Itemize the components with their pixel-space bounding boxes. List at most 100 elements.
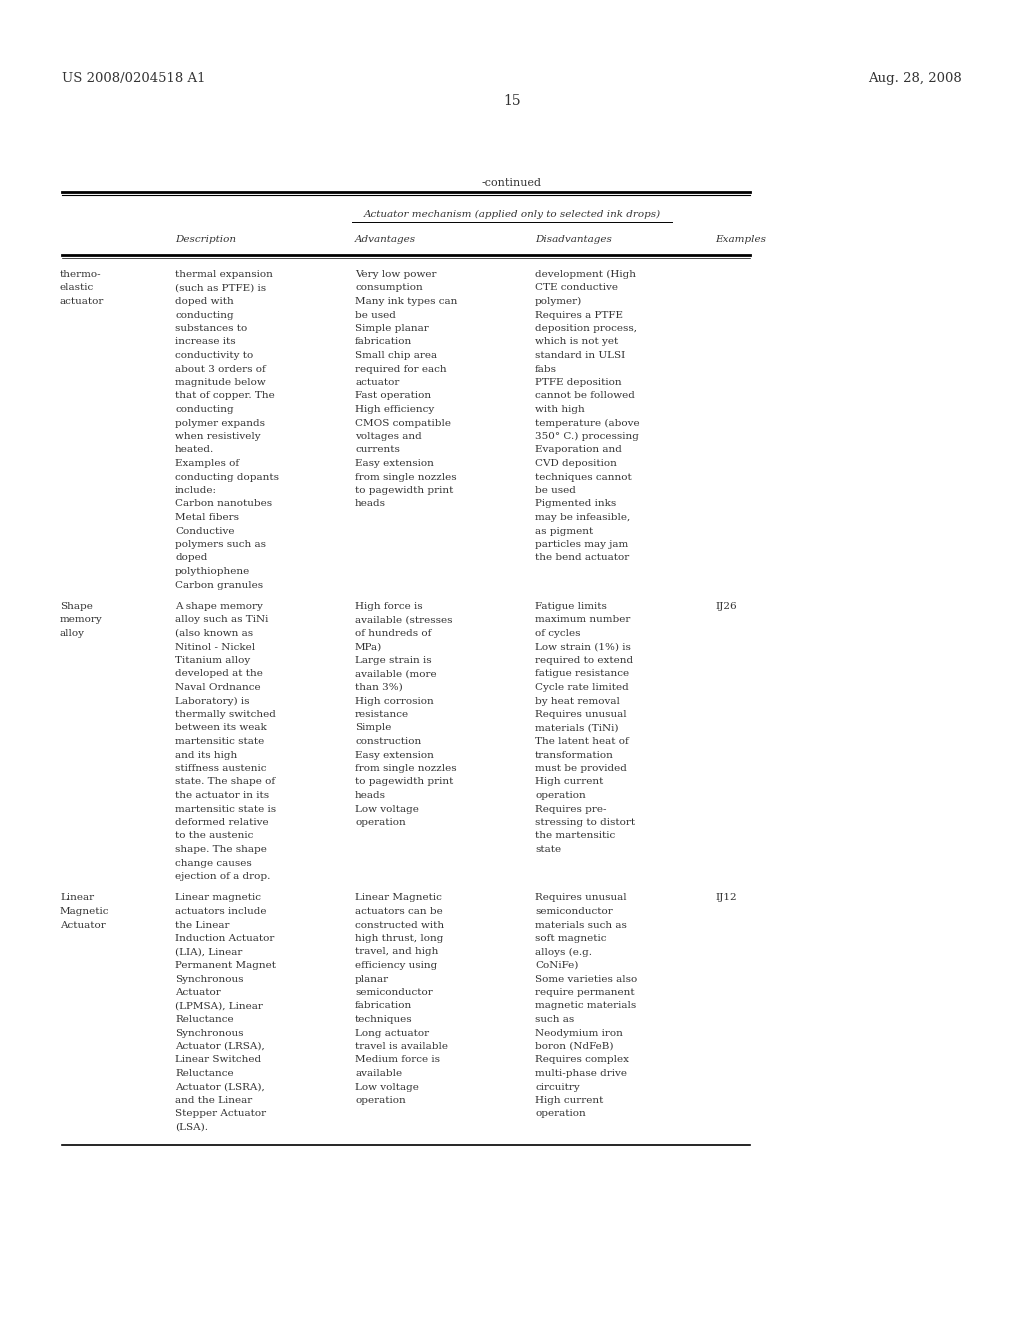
Text: available (stresses: available (stresses — [355, 615, 453, 624]
Text: MPa): MPa) — [355, 643, 382, 652]
Text: Low voltage: Low voltage — [355, 1082, 419, 1092]
Text: US 2008/0204518 A1: US 2008/0204518 A1 — [62, 73, 206, 84]
Text: the Linear: the Linear — [175, 920, 229, 929]
Text: Simple planar: Simple planar — [355, 323, 429, 333]
Text: heads: heads — [355, 791, 386, 800]
Text: semiconductor: semiconductor — [355, 987, 433, 997]
Text: development (High: development (High — [535, 271, 636, 279]
Text: conducting dopants: conducting dopants — [175, 473, 279, 482]
Text: Advantages: Advantages — [355, 235, 416, 244]
Text: actuator: actuator — [60, 297, 104, 306]
Text: IJ26: IJ26 — [715, 602, 736, 611]
Text: Very low power: Very low power — [355, 271, 436, 279]
Text: (also known as: (also known as — [175, 630, 253, 638]
Text: fabrication: fabrication — [355, 338, 413, 346]
Text: require permanent: require permanent — [535, 987, 635, 997]
Text: polythiophene: polythiophene — [175, 568, 250, 576]
Text: operation: operation — [535, 1110, 586, 1118]
Text: Disadvantages: Disadvantages — [535, 235, 612, 244]
Text: fatigue resistance: fatigue resistance — [535, 669, 629, 678]
Text: magnitude below: magnitude below — [175, 378, 266, 387]
Text: Synchronous: Synchronous — [175, 1028, 244, 1038]
Text: Description: Description — [175, 235, 236, 244]
Text: stiffness austenic: stiffness austenic — [175, 764, 266, 774]
Text: High efficiency: High efficiency — [355, 405, 434, 414]
Text: thermo-: thermo- — [60, 271, 101, 279]
Text: -continued: -continued — [482, 178, 542, 187]
Text: change causes: change causes — [175, 858, 252, 867]
Text: be used: be used — [535, 486, 575, 495]
Text: developed at the: developed at the — [175, 669, 263, 678]
Text: Aug. 28, 2008: Aug. 28, 2008 — [868, 73, 962, 84]
Text: doped with: doped with — [175, 297, 233, 306]
Text: Evaporation and: Evaporation and — [535, 446, 622, 454]
Text: travel, and high: travel, and high — [355, 948, 438, 957]
Text: to pagewidth print: to pagewidth print — [355, 486, 454, 495]
Text: Actuator (LRSA),: Actuator (LRSA), — [175, 1041, 265, 1051]
Text: martensitic state is: martensitic state is — [175, 804, 276, 813]
Text: required for each: required for each — [355, 364, 446, 374]
Text: Cycle rate limited: Cycle rate limited — [535, 682, 629, 692]
Text: that of copper. The: that of copper. The — [175, 392, 274, 400]
Text: memory: memory — [60, 615, 102, 624]
Text: substances to: substances to — [175, 323, 247, 333]
Text: Examples: Examples — [715, 235, 766, 244]
Text: Pigmented inks: Pigmented inks — [535, 499, 616, 508]
Text: constructed with: constructed with — [355, 920, 444, 929]
Text: PTFE deposition: PTFE deposition — [535, 378, 622, 387]
Text: stressing to distort: stressing to distort — [535, 818, 635, 828]
Text: operation: operation — [355, 1096, 406, 1105]
Text: Reluctance: Reluctance — [175, 1015, 233, 1024]
Text: CMOS compatible: CMOS compatible — [355, 418, 451, 428]
Text: deposition process,: deposition process, — [535, 323, 637, 333]
Text: circuitry: circuitry — [535, 1082, 580, 1092]
Text: Requires unusual: Requires unusual — [535, 710, 627, 719]
Text: the martensitic: the martensitic — [535, 832, 615, 841]
Text: Requires unusual: Requires unusual — [535, 894, 627, 903]
Text: conducting: conducting — [175, 310, 233, 319]
Text: Naval Ordnance: Naval Ordnance — [175, 682, 261, 692]
Text: be used: be used — [355, 310, 396, 319]
Text: include:: include: — [175, 486, 217, 495]
Text: Examples of: Examples of — [175, 459, 240, 469]
Text: maximum number: maximum number — [535, 615, 631, 624]
Text: by heat removal: by heat removal — [535, 697, 620, 705]
Text: from single nozzles: from single nozzles — [355, 473, 457, 482]
Text: Low voltage: Low voltage — [355, 804, 419, 813]
Text: actuators can be: actuators can be — [355, 907, 442, 916]
Text: thermally switched: thermally switched — [175, 710, 275, 719]
Text: consumption: consumption — [355, 284, 423, 293]
Text: Requires pre-: Requires pre- — [535, 804, 606, 813]
Text: polymer): polymer) — [535, 297, 583, 306]
Text: Shape: Shape — [60, 602, 93, 611]
Text: planar: planar — [355, 974, 389, 983]
Text: Actuator (LSRA),: Actuator (LSRA), — [175, 1082, 265, 1092]
Text: when resistively: when resistively — [175, 432, 261, 441]
Text: CVD deposition: CVD deposition — [535, 459, 616, 469]
Text: Nitinol - Nickel: Nitinol - Nickel — [175, 643, 255, 652]
Text: construction: construction — [355, 737, 421, 746]
Text: of cycles: of cycles — [535, 630, 581, 638]
Text: Permanent Magnet: Permanent Magnet — [175, 961, 276, 970]
Text: (LIA), Linear: (LIA), Linear — [175, 948, 243, 957]
Text: between its weak: between its weak — [175, 723, 266, 733]
Text: efficiency using: efficiency using — [355, 961, 437, 970]
Text: Simple: Simple — [355, 723, 391, 733]
Text: (such as PTFE) is: (such as PTFE) is — [175, 284, 266, 293]
Text: the actuator in its: the actuator in its — [175, 791, 269, 800]
Text: shape. The shape: shape. The shape — [175, 845, 267, 854]
Text: Fast operation: Fast operation — [355, 392, 431, 400]
Text: (LPMSA), Linear: (LPMSA), Linear — [175, 1002, 263, 1011]
Text: boron (NdFeB): boron (NdFeB) — [535, 1041, 613, 1051]
Text: resistance: resistance — [355, 710, 410, 719]
Text: available (more: available (more — [355, 669, 436, 678]
Text: Carbon granules: Carbon granules — [175, 581, 263, 590]
Text: travel is available: travel is available — [355, 1041, 449, 1051]
Text: Induction Actuator: Induction Actuator — [175, 935, 274, 942]
Text: Stepper Actuator: Stepper Actuator — [175, 1110, 266, 1118]
Text: High force is: High force is — [355, 602, 423, 611]
Text: Actuator mechanism (applied only to selected ink drops): Actuator mechanism (applied only to sele… — [364, 210, 660, 219]
Text: Linear magnetic: Linear magnetic — [175, 894, 261, 903]
Text: with high: with high — [535, 405, 585, 414]
Text: must be provided: must be provided — [535, 764, 627, 774]
